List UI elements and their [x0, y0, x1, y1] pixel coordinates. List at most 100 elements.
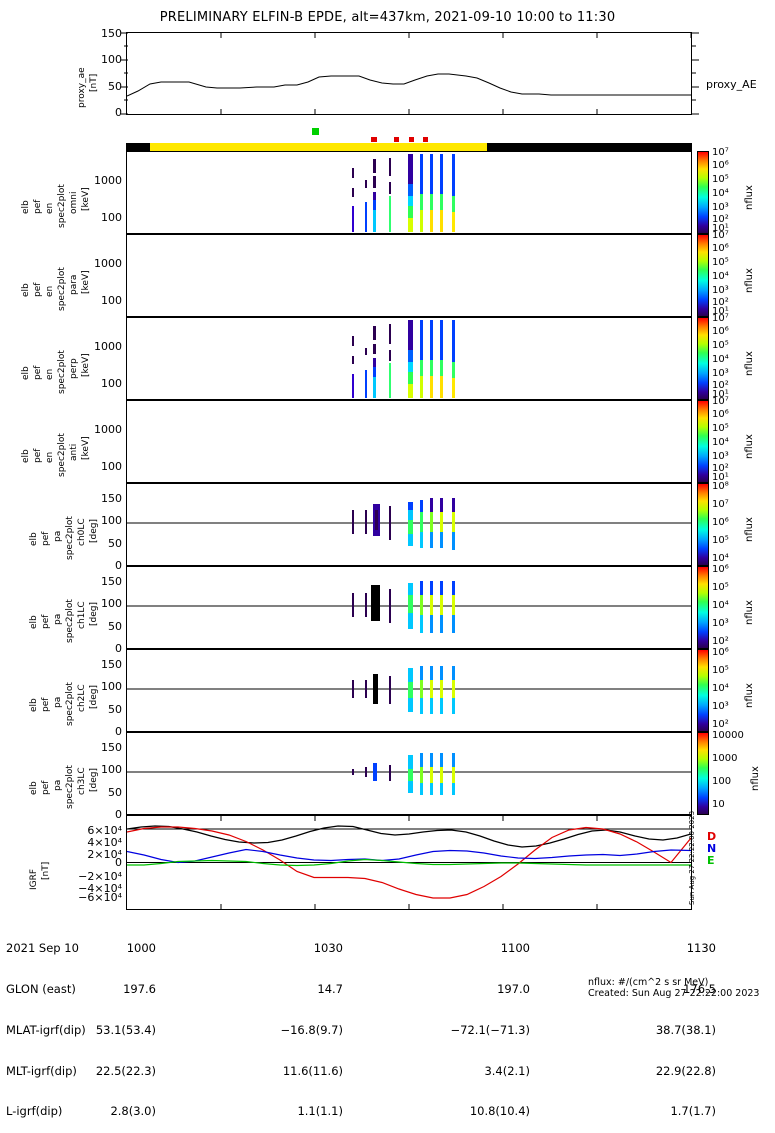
pa-ch0-ylabel-0: elb: [29, 532, 39, 546]
cb6-t4: 10⁴: [712, 683, 729, 694]
cb2-t2: 10²: [712, 380, 729, 391]
cb5-t2: 10²: [712, 636, 729, 647]
panel-igrf: [126, 815, 692, 910]
col3-glon: 176.5: [683, 981, 716, 996]
pa-ch1-ytick-150: 150: [101, 575, 122, 588]
cb2-t1: 10¹: [712, 389, 729, 400]
en-perp-ytick-1000: 1000: [94, 340, 122, 353]
cb4-t4: 10⁴: [712, 553, 729, 564]
en-perp-ylabel-4: perp: [69, 358, 79, 379]
en-perp-ylabel-2: en: [45, 368, 55, 380]
colorbar-pa-ch0-ticks: 10⁸ 10⁷ 10⁶ 10⁵ 10⁴: [712, 481, 752, 566]
cb0-t3: 10³: [712, 202, 729, 213]
en-anti-ylabel-3: spec2plot: [57, 433, 67, 477]
cb5-t4: 10⁴: [712, 600, 729, 611]
bottom-axis-col-1000: 1000 197.6 53.1(53.4) 22.5(22.3) 2.8(3.0…: [66, 915, 156, 1133]
pa-ch3-spectrogram: [127, 753, 691, 795]
igrf-rotated-date: Sun Aug 27 22:22:00 2023: [688, 810, 696, 905]
cb2-t5: 10⁵: [712, 340, 729, 351]
row-label-glon: GLON (east): [6, 981, 76, 996]
colorbar-en-perp-label: nflux: [744, 351, 755, 376]
en-perp-spectrogram: [352, 320, 455, 398]
cb7-t10000: 10000: [712, 730, 744, 741]
cb6-t2: 10²: [712, 719, 729, 730]
proxy-ae-ytick-50: 50: [108, 80, 122, 93]
cb2-t7: 10⁷: [712, 313, 729, 324]
igrf-ytick-6e4: 6×10⁴: [87, 824, 122, 837]
cb2-t4: 10⁴: [712, 354, 729, 365]
colorbar-pa-ch2: [697, 649, 709, 732]
pa-ch0-spectrogram: [127, 498, 691, 550]
colorbar-en-para-label: nflux: [744, 268, 755, 293]
cb3-t7: 10⁷: [712, 396, 729, 407]
igrf-n-curve: [127, 848, 691, 864]
proxy-ae-ytick-0: 0: [115, 106, 122, 119]
colorbar-en-perp-ticks: 10⁷ 10⁶ 10⁵ 10⁴ 10³ 10² 10¹: [712, 313, 752, 400]
cb4-t8: 10⁸: [712, 481, 729, 492]
igrf-ytick-m6e4: −6×10⁴: [78, 891, 122, 904]
igrf-d-curve: [127, 826, 691, 899]
col3-l: 1.7(1.7): [670, 1104, 716, 1119]
igrf-ytick-4e4: 4×10⁴: [87, 836, 122, 849]
pa-ch3-ytick-0: 0: [115, 808, 122, 821]
en-perp-ylabel-5: [keV]: [81, 353, 91, 377]
igrf-ytick-0: 0: [115, 856, 122, 869]
proxy-ae-ylabel-1: proxy_ae: [77, 67, 87, 108]
en-anti-ylabel-0: elb: [21, 449, 31, 463]
igrf-ytick-m4e4: −4×10⁴: [78, 882, 122, 895]
col0-time: 1000: [126, 941, 156, 956]
colorbar-pa-ch2-ticks: 10⁶ 10⁵ 10⁴ 10³ 10²: [712, 647, 752, 732]
en-para-ylabel-0: elb: [21, 283, 31, 297]
cb4-t6: 10⁶: [712, 517, 729, 528]
pa-ch3-ylabel-1: pef: [41, 780, 51, 795]
colorbar-pa-ch1-ticks: 10⁶ 10⁵ 10⁴ 10³ 10²: [712, 564, 752, 649]
cb6-t5: 10⁵: [712, 665, 729, 676]
cb3-t1: 10¹: [712, 472, 729, 483]
pa-ch2-ylabel-3: spec2plot: [65, 682, 75, 726]
cb3-t4: 10⁴: [712, 437, 729, 448]
col3-mlt: 22.9(22.8): [655, 1063, 716, 1078]
en-anti-ylabel-5: [keV]: [81, 436, 91, 460]
proxy-ae-axis-ticks: [121, 32, 128, 115]
colorbar-en-omni-label: nflux: [744, 185, 755, 210]
colorbar-pa-ch3: [697, 732, 709, 815]
col1-time: 1030: [313, 941, 343, 956]
en-anti-ytick-100: 100: [101, 460, 122, 473]
proxy-ae-right-label: proxy_AE: [706, 78, 757, 91]
cb0-t6: 10⁶: [712, 160, 729, 171]
en-omni-spectrogram: [352, 154, 455, 232]
en-para-ylabel-3: spec2plot: [57, 267, 67, 311]
proxy-ae-ytick-100: 100: [101, 53, 122, 66]
cb7-t10: 10: [712, 799, 725, 810]
en-perp-ylabel-3: spec2plot: [57, 350, 67, 394]
panel-pa-ch0: [126, 483, 692, 566]
pa-ch0-ytick-0: 0: [115, 559, 122, 572]
cb1-t5: 10⁵: [712, 257, 729, 268]
pa-ch3-ytick-100: 100: [101, 763, 122, 776]
pa-ch0-ytick-50: 50: [108, 537, 122, 550]
cb1-t3: 10³: [712, 285, 729, 296]
panel-en-para: [126, 234, 692, 317]
en-para-ylabel-4: para: [69, 274, 79, 295]
igrf-ytick-2e4: 2×10⁴: [87, 848, 122, 861]
panel-en-anti: [126, 400, 692, 483]
en-omni-ylabel-1: pef: [33, 199, 43, 214]
pa-ch3-ytick-50: 50: [108, 786, 122, 799]
col0-l: 2.8(3.0): [110, 1104, 156, 1119]
col1-glon: 14.7: [317, 981, 343, 996]
cb3-t5: 10⁵: [712, 423, 729, 434]
cb3-t6: 10⁶: [712, 409, 729, 420]
pa-ch2-ytick-0: 0: [115, 725, 122, 738]
pa-ch2-ytick-50: 50: [108, 703, 122, 716]
cb6-t3: 10³: [712, 701, 729, 712]
colorbar-pa-ch2-label: nflux: [744, 683, 755, 708]
colorbar-pa-ch3-label: nflux: [750, 766, 761, 791]
igrf-ytick-m2e4: −2×10⁴: [78, 870, 122, 883]
status-bar-track: [126, 143, 692, 152]
igrf-ylabel-1: IGRF: [29, 868, 39, 890]
igrf-legend-E: E: [707, 854, 715, 867]
colorbar-en-para: [697, 234, 709, 317]
col1-mlt: 11.6(11.6): [282, 1063, 343, 1078]
cb6-t6: 10⁶: [712, 647, 729, 658]
panel-en-omni: [126, 151, 692, 234]
